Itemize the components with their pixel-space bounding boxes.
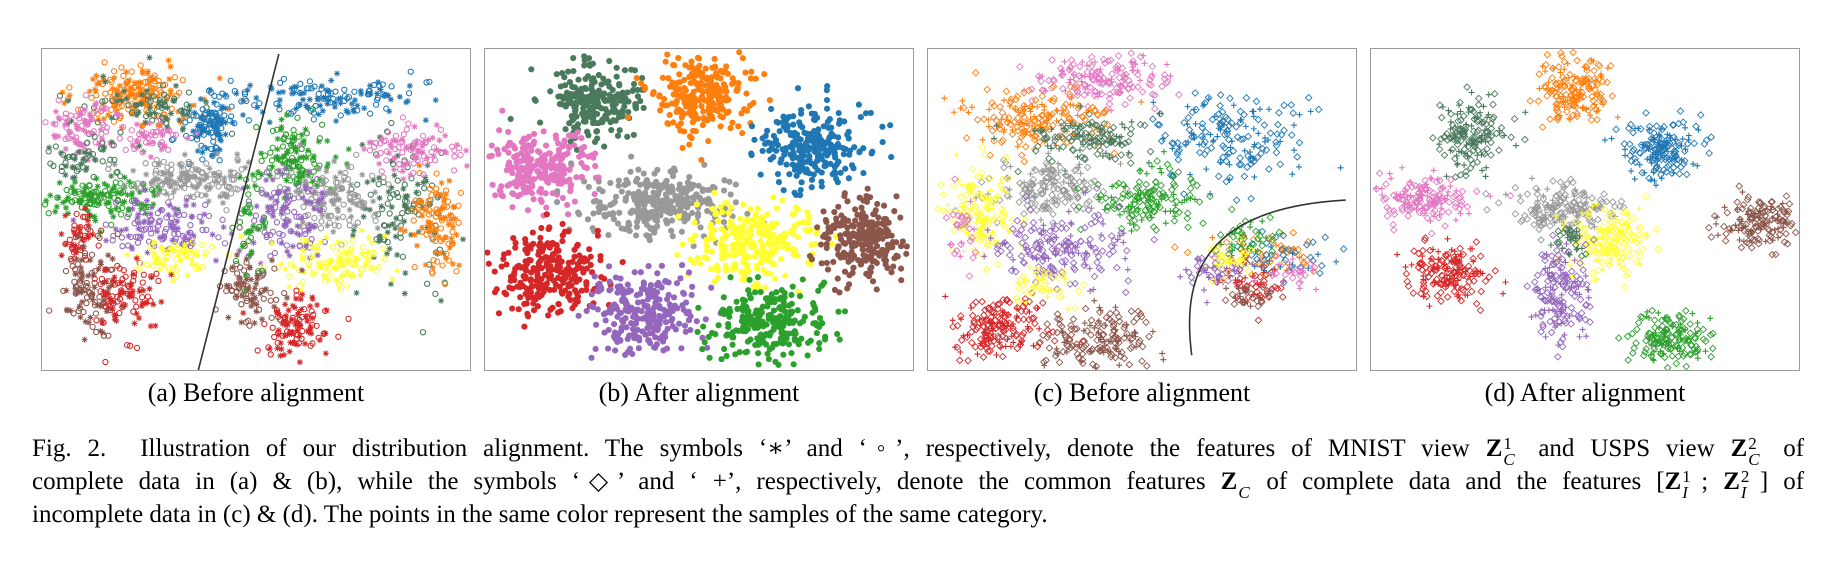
- cluster-brown: [1035, 297, 1167, 370]
- cluster-pink: [116, 116, 200, 161]
- cluster-blue: [748, 83, 895, 199]
- caption-text: Illustration of our distribution alignme…: [140, 435, 1470, 462]
- math-symbol: Z: [1664, 468, 1682, 495]
- separator-line: [197, 53, 280, 370]
- cluster-gray: [1482, 175, 1628, 244]
- cluster-red: [485, 211, 626, 330]
- cluster-darkgreen: [1547, 225, 1590, 260]
- cluster-green: [229, 171, 269, 295]
- cluster-green: [42, 169, 181, 236]
- math-bracket: [: [1656, 468, 1665, 495]
- separator-line: [1188, 199, 1346, 356]
- caption-line-2: complete data in (a) & (b), while the sy…: [32, 465, 1805, 502]
- cluster-orange: [941, 68, 1145, 166]
- cluster-gray: [105, 148, 285, 214]
- math-symbol: Z: [1485, 435, 1503, 462]
- cluster-orange: [59, 57, 249, 131]
- scatter-b: [485, 49, 910, 368]
- cluster-blue: [1149, 89, 1344, 204]
- scatter-c: [934, 49, 1348, 370]
- caption-text: of complete data and the features: [1266, 468, 1642, 495]
- cluster-yellow: [1012, 263, 1088, 313]
- cluster-pink: [42, 92, 123, 164]
- cluster-red: [91, 255, 175, 366]
- cluster-purple: [575, 262, 724, 361]
- math-scripts: C: [1238, 483, 1250, 502]
- cluster-green: [1184, 213, 1284, 256]
- cluster-yellow: [934, 143, 1029, 274]
- cluster-purple: [228, 165, 328, 274]
- math-bracket: ]: [1759, 468, 1769, 495]
- cluster-pink: [361, 114, 470, 183]
- cluster-green: [1074, 148, 1236, 234]
- subcaption-c: (c) Before alignment: [1033, 378, 1251, 407]
- cluster-brown: [1221, 283, 1273, 311]
- math-semicolon: ;: [1701, 468, 1709, 495]
- caption-line-1: Fig. 2. Illustration of our distribution…: [32, 432, 1805, 469]
- cluster-brown: [806, 185, 910, 296]
- cluster-red: [240, 287, 352, 366]
- caption-line-3: incomplete data in (c) & (d). The points…: [32, 501, 1048, 528]
- subcaption-a: (a) Before alignment: [147, 378, 365, 407]
- cluster-darkgreen: [991, 103, 1183, 176]
- caption-text: of: [1783, 468, 1805, 495]
- cluster-purple: [1523, 231, 1598, 361]
- cluster-pink: [1016, 49, 1183, 119]
- math-symbol: Z: [1730, 435, 1748, 462]
- cluster-brown: [212, 224, 306, 329]
- cluster-purple: [981, 184, 1159, 297]
- cluster-yellow: [260, 227, 401, 294]
- cluster-yellow: [124, 233, 245, 284]
- cluster-orange: [397, 162, 465, 288]
- cluster-pink: [486, 107, 602, 219]
- panel-b: [484, 48, 914, 371]
- panel-a: [41, 48, 471, 371]
- cluster-darkgreen: [507, 53, 647, 153]
- math-symbol: Z: [1220, 468, 1238, 495]
- scatter-a: [42, 53, 470, 370]
- cluster-pink: [1372, 164, 1515, 238]
- math-symbol: Z: [1723, 468, 1740, 495]
- cluster-blue: [1601, 107, 1716, 189]
- cluster-green: [694, 274, 849, 368]
- cluster-gray: [553, 153, 768, 250]
- figure-label: Fig. 2.: [32, 435, 107, 462]
- cluster-red: [1394, 234, 1509, 315]
- subcaption-d: (d) After alignment: [1484, 378, 1686, 407]
- cluster-red: [942, 288, 1087, 365]
- cluster-pink: [1251, 252, 1320, 293]
- figure-caption: Fig. 2. Illustration of our distribution…: [32, 432, 1804, 531]
- cluster-orange: [624, 49, 773, 163]
- subcaption-b: (b) After alignment: [598, 378, 800, 407]
- cluster-darkgreen: [1429, 83, 1529, 181]
- cluster-blue: [222, 68, 439, 126]
- caption-text: complete data in (a) & (b), while the sy…: [32, 468, 1206, 495]
- cluster-darkgreen: [348, 119, 466, 336]
- caption-text: of: [1783, 435, 1805, 462]
- caption-text: and USPS view: [1538, 435, 1715, 462]
- scatter-d: [1372, 49, 1799, 370]
- cluster-orange: [1526, 49, 1621, 131]
- cluster-green: [1614, 306, 1717, 370]
- panel-d: [1370, 48, 1800, 371]
- cluster-pink: [942, 175, 980, 280]
- panel-c: [927, 48, 1357, 371]
- cluster-brown: [1705, 182, 1799, 259]
- cluster-darkgreen: [45, 133, 143, 181]
